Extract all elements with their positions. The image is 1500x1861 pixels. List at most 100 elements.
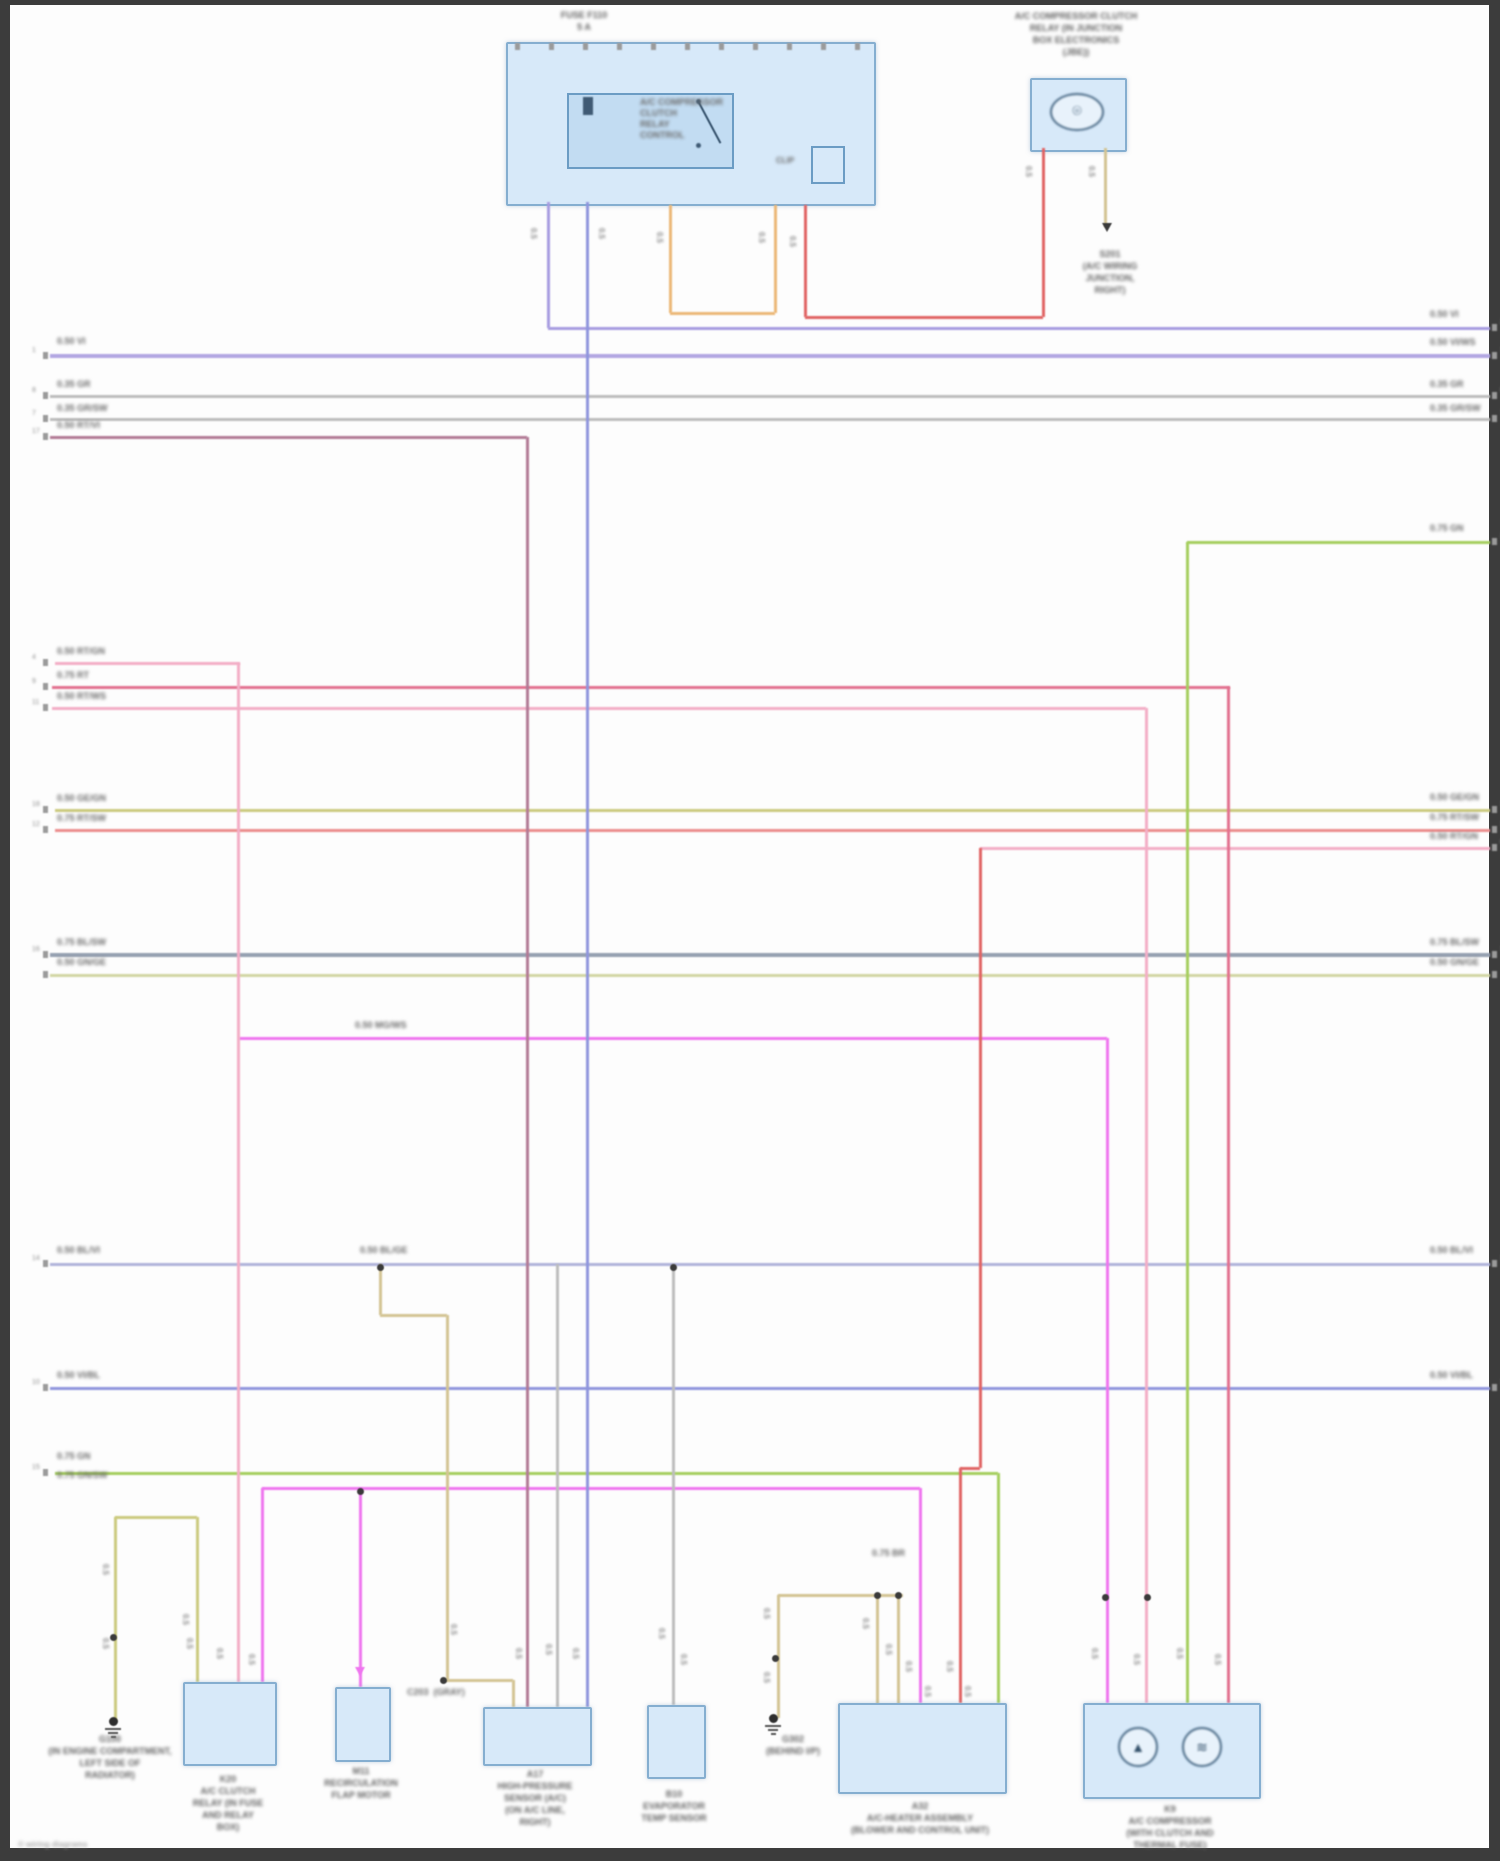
pin-number: 4 (32, 654, 36, 661)
wire-code-label: 0.75 GN (1430, 523, 1464, 533)
block-pin-tick (515, 43, 520, 50)
component-block-F (1083, 1703, 1261, 1799)
block-pin-tick (583, 43, 588, 50)
wire-code-label: 0.50 RT/GN (1430, 831, 1479, 841)
inline-connector-label: 0.5 (1213, 1653, 1223, 1666)
connector-tick (43, 683, 48, 690)
inline-connector-label: 0.5 (185, 1637, 195, 1650)
wire-code-label: 0.50 BL/VI (1430, 1245, 1474, 1255)
relay-coil-icon (583, 97, 593, 115)
component-caption-C: A17 HIGH-PRESSURE SENSOR (A/C) (ON A/C L… (497, 1769, 573, 1827)
wire-vertical (378, 1264, 382, 1315)
wire-code-label: 0.50 MG/WS (355, 1020, 407, 1030)
wire-code-label: 0.35 GR (1430, 379, 1464, 389)
clutch-relay-title: A/C COMPRESSOR CLUTCH RELAY (IN JUNCTION… (1014, 11, 1138, 57)
ground-bar-icon (765, 1725, 781, 1727)
compressor-symbol-icon: ≋ (1182, 1727, 1222, 1767)
connector-tick (1492, 806, 1497, 813)
connector-tick (43, 971, 48, 978)
wire-code-label: 0.75 GN/SW (57, 1470, 108, 1480)
component-block-A (183, 1682, 277, 1766)
wire-vertical (555, 1264, 559, 1707)
junction-dot (1101, 1593, 1109, 1601)
connector-tick (1492, 844, 1497, 851)
block-pin-tick (617, 43, 622, 50)
connector-tick (43, 1260, 48, 1267)
wire-code-label: 0.75 RT/SW (57, 813, 107, 823)
wire-vertical (668, 205, 672, 313)
ground-bar-icon (108, 1732, 118, 1734)
wire-horizontal (50, 354, 1490, 358)
pin-number: 14 (32, 1255, 40, 1262)
wire-code-label: 0.75 BR (872, 1548, 906, 1558)
component-caption-A: K20 A/C CLUTCH RELAY (IN FUSE AND RELAY … (192, 1774, 264, 1832)
pin-number: 7 (32, 410, 36, 417)
wire-code-label: 0.50 VI (57, 336, 86, 346)
wire-code-label: 0.50 VI (1430, 309, 1459, 319)
connector-tick (43, 1384, 48, 1391)
junction-dot (439, 1676, 447, 1684)
wire-code-label: 0.75 BL/SW (1430, 937, 1480, 947)
pin-number: 16 (32, 946, 40, 953)
wire-vertical (1185, 542, 1189, 1703)
relay-inner-box (567, 93, 734, 169)
wire-vertical (896, 1595, 900, 1707)
wire-vertical (996, 1473, 1000, 1703)
connector-tick (1492, 826, 1497, 833)
wire-horizontal (50, 1386, 1490, 1390)
relay-contact-dot (696, 143, 701, 148)
inline-connector-label: 0.5 (1090, 1647, 1100, 1660)
inline-connector-label: 0.5 (861, 1617, 871, 1630)
wire-horizontal (778, 1593, 903, 1597)
wire-code-label: 0.50 GE/GN (1430, 792, 1480, 802)
wire-vertical (236, 663, 240, 1682)
wire-code-label: 0.50 VI/WS (1430, 337, 1476, 347)
clip-label: CLIP (776, 156, 795, 165)
wire-code-label: 0.50 GE/GN (57, 793, 107, 803)
inline-connector-label: 0.5 (923, 1685, 933, 1698)
wire-vertical (958, 1468, 962, 1703)
wire-code-label: 0.75 GN (57, 1451, 91, 1461)
wire-horizontal (548, 326, 1490, 330)
pin-number: 18 (32, 801, 40, 808)
ground-terminal-icon (108, 1716, 118, 1726)
inline-connector-label: 0.5 (529, 227, 539, 240)
wire-vertical (358, 1488, 362, 1687)
pin-number: 1 (32, 347, 36, 354)
ground-label: G302 (BEHIND I/P) (766, 1734, 820, 1756)
wire-horizontal (115, 1515, 197, 1519)
wire-vertical (918, 1488, 922, 1703)
wire-horizontal (670, 311, 775, 315)
wire-horizontal (50, 953, 1490, 957)
wire-code-label: 0.50 RT/GN (57, 646, 106, 656)
component-caption-E: A32 A/C-HEATER ASSEMBLY (BLOWER AND CONT… (851, 1801, 989, 1835)
wire-code-label: 0.75 RT/SW (1430, 812, 1480, 822)
splice-label: S201 (A/C WIRING JUNCTION, RIGHT) (1082, 249, 1138, 295)
inline-connector-label: 0.5 (762, 1607, 772, 1620)
wire-horizontal (50, 417, 1490, 421)
inline-connector-label: 0.5 (757, 231, 767, 244)
block-pin-tick (821, 43, 826, 50)
wire-vertical (978, 848, 982, 1468)
inline-connector-label: 0.5 (101, 1563, 111, 1576)
wire-code-label: 0.75 BL/SW (57, 937, 107, 947)
wire-horizontal (52, 706, 1146, 710)
inline-connector-label: 0.5 (181, 1613, 191, 1626)
inline-connector-label: 0.5 (904, 1660, 914, 1673)
connector-tick (43, 392, 48, 399)
inline-connector-label: 0.5 (679, 1653, 689, 1666)
connector-tick (1492, 352, 1497, 359)
junction-dot (771, 1654, 779, 1662)
block-pin-tick (753, 43, 758, 50)
connector-tick (1492, 324, 1497, 331)
inline-connector-label: 0.5 (1087, 165, 1097, 178)
wire-code-label: 0.50 RT/WS (57, 691, 107, 701)
wire-horizontal (50, 435, 527, 439)
watermark: © wiring diagrams (18, 1840, 88, 1849)
component-block-E (838, 1703, 1007, 1794)
junction-dot (376, 1263, 384, 1271)
wire-horizontal (980, 846, 1490, 850)
component-caption-D: B10 EVAPORATOR TEMP SENSOR (641, 1789, 707, 1823)
wire-horizontal (380, 1313, 447, 1317)
inline-connector-label: 0.5 (101, 1637, 111, 1650)
